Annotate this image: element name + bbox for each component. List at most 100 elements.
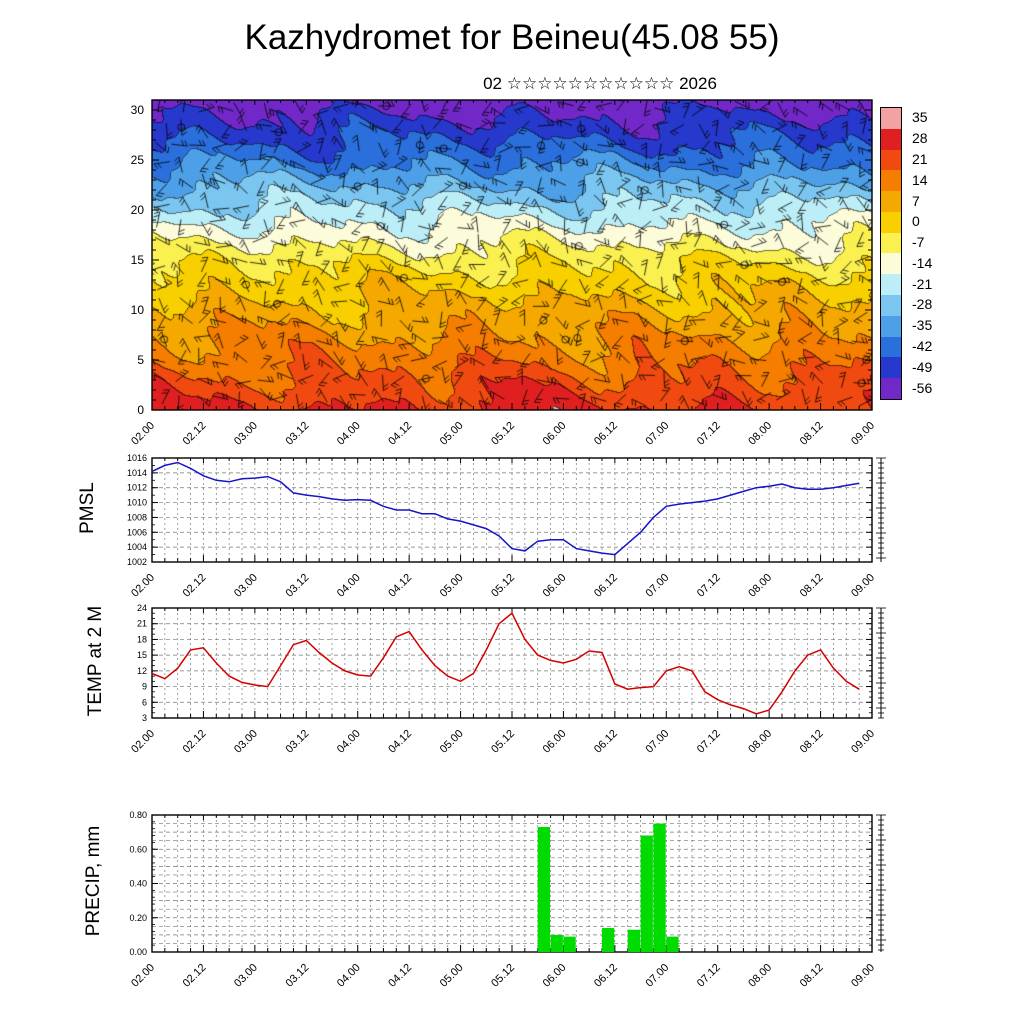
x-axis-label: 03.00 bbox=[232, 962, 260, 990]
x-axis-label: 06.00 bbox=[541, 962, 569, 990]
x-axis-label: 02.00 bbox=[129, 962, 157, 990]
x-axis-label: 05.00 bbox=[438, 572, 466, 600]
x-axis-label: 03.12 bbox=[283, 572, 311, 600]
y-axis-label: 25 bbox=[131, 153, 145, 167]
colorbar-segment bbox=[881, 108, 901, 129]
precip-bar bbox=[653, 823, 666, 952]
x-axis-label: 06.00 bbox=[541, 572, 569, 600]
x-axis-label: 05.00 bbox=[438, 728, 466, 756]
x-axis-label: 08.00 bbox=[746, 572, 774, 600]
colorbar-segment bbox=[881, 232, 901, 254]
y-axis-label: 0.80 bbox=[129, 810, 147, 820]
colorbar-label: 35 bbox=[912, 109, 928, 126]
y-axis-label: 20 bbox=[131, 203, 145, 217]
x-axis-label: 08.12 bbox=[798, 962, 826, 990]
x-axis-label: 02.12 bbox=[181, 962, 209, 990]
y-axis-label: 10 bbox=[131, 303, 145, 317]
x-axis-label: 03.12 bbox=[283, 420, 311, 448]
x-axis-label: 03.12 bbox=[283, 728, 311, 756]
y-axis-label: 24 bbox=[137, 603, 147, 613]
x-axis-label: 07.12 bbox=[695, 728, 723, 756]
colorbar-segment bbox=[881, 274, 901, 296]
y-axis-label: 0 bbox=[137, 403, 144, 417]
y-axis-label: 0.60 bbox=[129, 844, 147, 854]
x-axis-label: 07.12 bbox=[695, 962, 723, 990]
x-axis-label: 03.00 bbox=[232, 728, 260, 756]
colorbar-segment bbox=[881, 253, 901, 275]
colorbar-segment bbox=[881, 149, 901, 171]
y-axis-label: 1014 bbox=[127, 468, 147, 478]
x-axis-label: 07.00 bbox=[643, 962, 671, 990]
colorbar-segment bbox=[881, 211, 901, 233]
x-axis-label: 06.00 bbox=[541, 420, 569, 448]
colorbar-segment bbox=[881, 357, 901, 379]
y-axis-label: 21 bbox=[137, 619, 147, 629]
precip-bar bbox=[602, 928, 615, 952]
upper-air-heatmap-canvas bbox=[152, 100, 872, 410]
x-axis-label: 05.12 bbox=[489, 420, 517, 448]
x-axis-label: 04.12 bbox=[386, 728, 414, 756]
y-axis-label: 1008 bbox=[127, 512, 147, 522]
x-axis-label: 05.12 bbox=[489, 572, 517, 600]
x-axis-label: 02.12 bbox=[181, 572, 209, 600]
colorbar-label: 7 bbox=[912, 192, 920, 209]
x-axis-label: 09.00 bbox=[849, 728, 877, 756]
x-axis-label: 09.00 bbox=[849, 962, 877, 990]
colorbar-segment bbox=[881, 378, 901, 399]
y-axis-label: 15 bbox=[137, 650, 147, 660]
x-axis-label: 08.00 bbox=[746, 962, 774, 990]
colorbar-segment bbox=[881, 295, 901, 316]
x-axis-label: 07.00 bbox=[643, 728, 671, 756]
precip-bar bbox=[550, 934, 563, 952]
x-axis-label: 02.00 bbox=[129, 572, 157, 600]
x-axis-label: 05.12 bbox=[489, 728, 517, 756]
colorbar-label: -35 bbox=[912, 317, 933, 334]
x-axis-label: 05.12 bbox=[489, 962, 517, 990]
colorbar-segment bbox=[881, 315, 901, 337]
x-axis-label: 06.00 bbox=[541, 728, 569, 756]
y-axis-label: 0.20 bbox=[129, 913, 147, 923]
x-axis-label: 04.00 bbox=[335, 420, 363, 448]
colorbar-label: 0 bbox=[912, 213, 920, 230]
x-axis-label: 08.00 bbox=[746, 420, 774, 448]
y-axis-label: 1012 bbox=[127, 483, 147, 493]
temperature-colorbar bbox=[880, 107, 902, 400]
x-axis-label: 04.12 bbox=[386, 572, 414, 600]
colorbar-segment bbox=[881, 170, 901, 192]
x-axis-label: 02.00 bbox=[129, 728, 157, 756]
x-axis-label: 04.12 bbox=[386, 962, 414, 990]
colorbar-label: -49 bbox=[912, 358, 933, 375]
precip-bar bbox=[627, 929, 640, 952]
page-title: Kazhydromet for Beineu(45.08 55) bbox=[244, 18, 780, 57]
y-axis-label: 1002 bbox=[127, 557, 147, 567]
y-axis-label: 5 bbox=[137, 353, 144, 367]
precip-bar bbox=[563, 936, 576, 952]
y-axis-label: 3 bbox=[142, 713, 147, 723]
PMSL-line bbox=[151, 461, 860, 556]
panel-frame bbox=[151, 99, 873, 411]
colorbar-label: 21 bbox=[912, 150, 928, 167]
x-axis-label: 03.00 bbox=[232, 420, 260, 448]
y-axis-label: 1016 bbox=[127, 453, 147, 463]
colorbar-segment bbox=[881, 336, 901, 358]
x-axis-label: 08.00 bbox=[746, 728, 774, 756]
x-axis-label: 02.12 bbox=[181, 728, 209, 756]
y-axis-label: 9 bbox=[142, 682, 147, 692]
colorbar-segment bbox=[881, 191, 901, 212]
precip-bar bbox=[537, 827, 550, 952]
colorbar-label: 14 bbox=[912, 171, 928, 188]
x-axis-label: 09.00 bbox=[849, 572, 877, 600]
y-axis-label: 0.00 bbox=[129, 947, 147, 957]
precip-bar bbox=[640, 835, 653, 952]
x-axis-label: 06.12 bbox=[592, 572, 620, 600]
x-axis-label: 08.12 bbox=[798, 420, 826, 448]
y-axis-label: 1010 bbox=[127, 498, 147, 508]
x-axis-label: 02.00 bbox=[129, 420, 157, 448]
x-axis-label: 09.00 bbox=[849, 420, 877, 448]
x-axis-label: 04.00 bbox=[335, 572, 363, 600]
TEMP at 2 M-line bbox=[151, 612, 860, 715]
colorbar-label: -14 bbox=[912, 254, 933, 271]
colorbar-label: -7 bbox=[912, 234, 925, 251]
